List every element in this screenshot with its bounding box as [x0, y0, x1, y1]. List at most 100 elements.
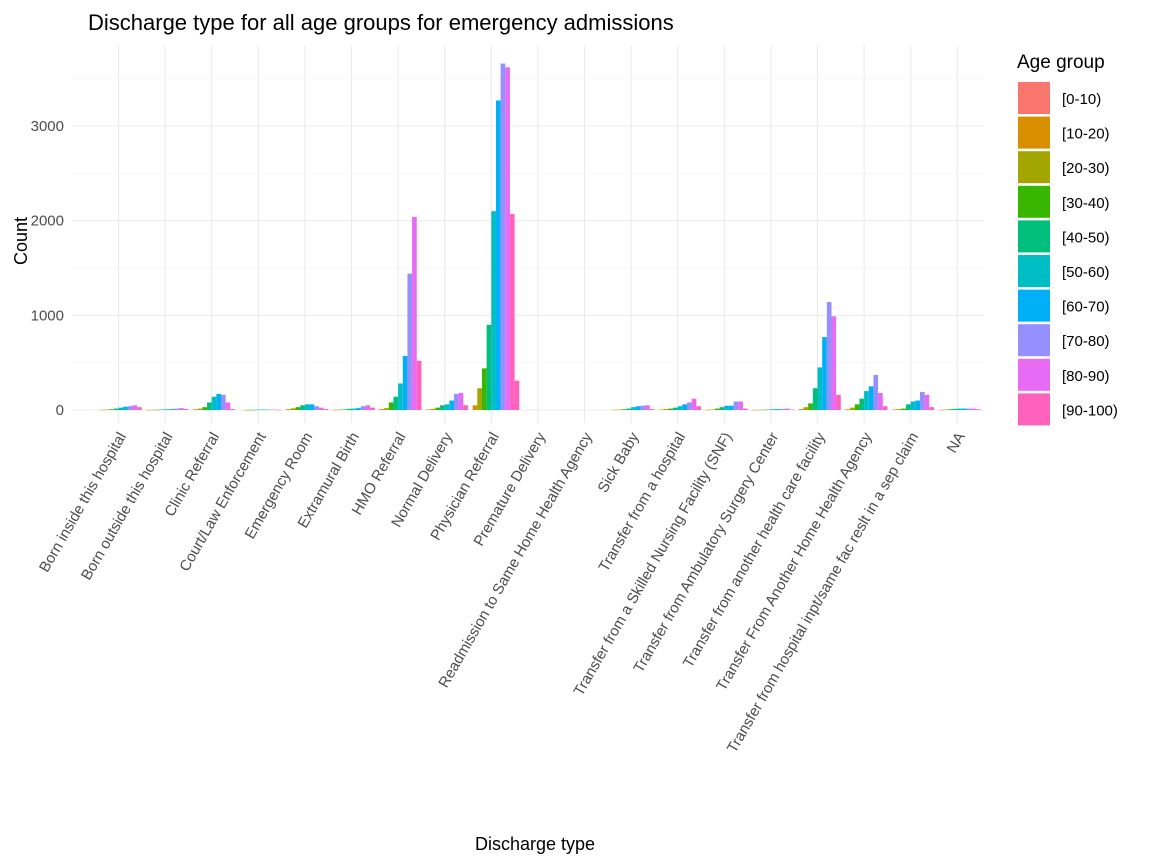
bar [207, 402, 212, 410]
x-tick-label: NA [944, 430, 969, 457]
bar [337, 409, 343, 411]
bar [304, 404, 310, 410]
legend-label: [10-20) [1062, 126, 1110, 143]
bar [915, 400, 921, 410]
bar [910, 401, 916, 410]
y-tick-label: 0 [56, 402, 64, 419]
bar [230, 409, 235, 410]
bar [635, 406, 641, 410]
bar [850, 407, 855, 410]
bar [197, 408, 203, 410]
bar [761, 409, 767, 411]
bar [975, 409, 981, 410]
bar [626, 408, 632, 410]
bar [873, 374, 879, 410]
bar [248, 409, 254, 411]
bar [621, 409, 627, 410]
bar [705, 409, 711, 411]
bar [426, 409, 431, 410]
bar [332, 409, 338, 411]
legend-key [1018, 185, 1050, 218]
bar [784, 408, 790, 410]
bar [463, 405, 468, 410]
bar [430, 408, 436, 410]
bar [920, 392, 925, 410]
bar [831, 316, 837, 410]
bar [691, 398, 697, 410]
bar [868, 386, 874, 410]
bar [458, 392, 464, 410]
bar [719, 407, 725, 410]
bar [640, 405, 646, 410]
bar [509, 214, 515, 410]
plot-panel [72, 45, 984, 423]
legend-label: [0-10) [1062, 91, 1101, 108]
bar [724, 405, 729, 410]
bar [132, 405, 138, 410]
bar [826, 302, 832, 410]
bar [742, 408, 748, 410]
legend-key [1018, 289, 1050, 322]
bar [878, 392, 883, 410]
bar [276, 409, 282, 411]
legend-key [1018, 151, 1050, 184]
bar [505, 67, 510, 410]
bar [286, 409, 291, 410]
bar [929, 407, 934, 410]
bar [155, 409, 161, 411]
bar [127, 406, 133, 410]
bar [752, 409, 757, 411]
bar [309, 404, 315, 410]
bar [817, 367, 823, 410]
bar [864, 391, 869, 410]
bar [943, 409, 948, 411]
legend-key [1018, 255, 1050, 287]
legend-label: [20-30) [1062, 160, 1110, 177]
bar [617, 409, 622, 411]
y-axis-title: Count [11, 217, 31, 265]
y-tick-label: 3000 [31, 118, 64, 135]
bar [118, 407, 124, 410]
y-axis: 0 1000 2000 3000 [31, 118, 64, 419]
bar [495, 100, 501, 410]
bar [687, 402, 692, 410]
bar [356, 408, 361, 410]
legend-key [1018, 393, 1050, 426]
bar [388, 402, 394, 410]
bar [258, 409, 263, 411]
legend-label: [40-50) [1062, 229, 1110, 246]
bar [486, 324, 492, 410]
bar [295, 407, 301, 410]
bar [780, 408, 785, 410]
bar [882, 406, 888, 410]
bar [961, 408, 967, 410]
bar [370, 407, 375, 410]
legend-label: [50-60) [1062, 264, 1110, 281]
bar [365, 405, 371, 410]
x-axis-title: Discharge type [475, 834, 595, 854]
bar [854, 404, 860, 410]
bar [104, 409, 110, 411]
bar [952, 408, 958, 410]
legend-key [1018, 358, 1050, 391]
y-tick-label: 1000 [31, 307, 64, 324]
bar [314, 406, 319, 410]
bar [645, 405, 650, 410]
legend-label: [70-80) [1062, 333, 1110, 350]
bar [407, 273, 413, 410]
bar [947, 409, 953, 410]
bar [183, 409, 189, 410]
bar [454, 393, 459, 410]
bar [798, 409, 804, 410]
bar [631, 407, 636, 410]
bar [262, 409, 268, 411]
legend-label: [90-100) [1062, 402, 1118, 419]
bar [174, 408, 180, 410]
bar [384, 408, 389, 410]
bar [668, 408, 674, 410]
chart-title: Discharge type for all age groups for em… [88, 10, 674, 35]
legend-label: [30-40) [1062, 195, 1110, 212]
bar [169, 409, 175, 410]
